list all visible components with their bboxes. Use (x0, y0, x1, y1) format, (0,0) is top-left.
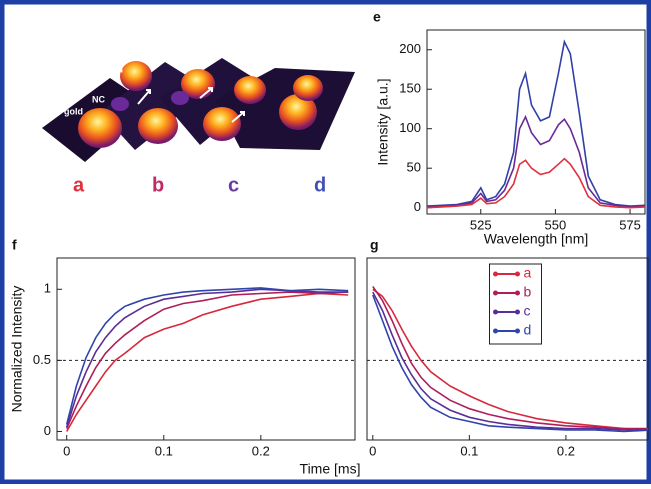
panel-label: a (73, 174, 85, 196)
y-tick-label: 150 (399, 81, 421, 96)
y-tick-label: 50 (407, 160, 421, 175)
series-line (66, 292, 349, 432)
plot-area (426, 29, 646, 215)
series-line (65, 288, 349, 428)
x-tick-label: 0 (369, 443, 376, 458)
x-tick-label: 525 (470, 217, 492, 232)
legend-label: b (524, 284, 532, 300)
legend-marker (493, 290, 498, 296)
x-tick-label: 575 (619, 217, 641, 232)
y-axis-label: Intensity [a.u.] (375, 78, 391, 165)
surface-image (42, 58, 355, 162)
annotation: gold (64, 106, 83, 116)
y-tick-label: 1 (44, 281, 51, 296)
y-tick-label: 200 (399, 41, 421, 56)
y-tick-label: 0.5 (33, 352, 51, 367)
legend-marker (493, 271, 498, 277)
series-line (372, 291, 648, 431)
x-axis-label: Time [ms] (300, 461, 361, 477)
y-tick-label: 0 (44, 423, 51, 438)
series-line (372, 294, 648, 433)
series-line (372, 288, 648, 431)
legend-marker (515, 271, 520, 277)
y-tick-label: 100 (399, 120, 421, 135)
legend-marker (493, 309, 498, 315)
legend-marker (493, 328, 498, 334)
series-line (427, 39, 645, 207)
annotation: gold (104, 64, 123, 74)
legend-marker (515, 290, 520, 296)
x-axis-label: Wavelength [nm] (484, 231, 589, 247)
x-tick-label: 550 (545, 217, 567, 232)
legend-marker (515, 309, 520, 315)
x-tick-label: 0.2 (252, 443, 270, 458)
panel-label: d (314, 174, 326, 196)
panel-label: f (12, 237, 17, 253)
panel-label: e (373, 9, 381, 25)
legend-marker (515, 328, 520, 334)
y-tick-label: 0 (414, 199, 421, 214)
x-tick-label: 0.1 (460, 443, 478, 458)
series-line (427, 157, 645, 209)
series-line (372, 285, 648, 430)
x-tick-label: 0 (63, 443, 70, 458)
legend-label: c (524, 303, 531, 319)
x-tick-label: 0.1 (155, 443, 173, 458)
series-line (427, 114, 645, 208)
x-tick-label: 0.2 (557, 443, 575, 458)
panel-label: g (370, 237, 379, 253)
series-line (65, 291, 349, 429)
legend-label: d (524, 322, 532, 338)
legend-label: a (524, 265, 532, 281)
series-line (65, 287, 349, 425)
panel-label: b (152, 174, 164, 196)
plot-area (56, 257, 356, 441)
plot-area (366, 257, 649, 441)
panel-label: c (228, 174, 239, 196)
y-axis-label: Normalized Intensity (9, 286, 25, 413)
annotation: NC (92, 94, 105, 104)
